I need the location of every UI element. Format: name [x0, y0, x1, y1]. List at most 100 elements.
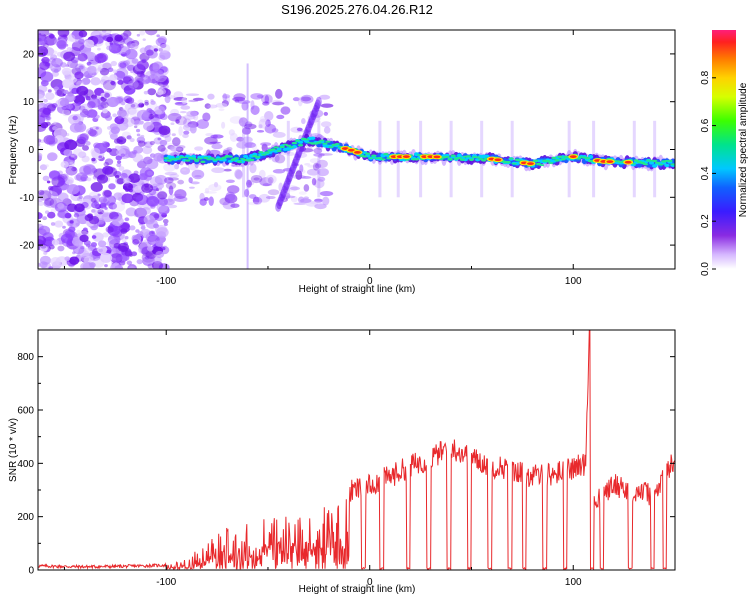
transition-blob: [312, 162, 320, 171]
transition-blob: [320, 103, 334, 108]
ridge-segment: [633, 159, 639, 162]
noise-blob: [47, 153, 57, 162]
noise-blob: [157, 137, 161, 141]
noise-blob: [69, 161, 74, 165]
y-tick-label: -20: [20, 241, 35, 252]
x-tick-label: -100: [156, 577, 176, 588]
noise-blob: [97, 240, 107, 248]
y-tick-label: 0: [28, 566, 34, 577]
noise-blob: [85, 243, 91, 248]
noise-blob: [140, 134, 145, 139]
ridge-segment: [377, 156, 383, 160]
transition-blob: [204, 191, 217, 194]
noise-blob: [135, 194, 149, 206]
ridge-segment: [505, 161, 511, 164]
colorbar-tick-label: 0.2: [700, 214, 711, 228]
ridge-segment: [371, 154, 377, 157]
ridge-segment: [514, 161, 520, 166]
noise-blob: [102, 232, 109, 238]
noise-blob: [109, 133, 118, 140]
transition-blob: [243, 123, 257, 130]
noise-blob: [39, 61, 50, 70]
noise-blob: [51, 71, 59, 77]
noise-blob: [43, 251, 48, 255]
noise-blob: [74, 71, 84, 80]
ridge-segment: [242, 154, 249, 159]
transition-blob: [293, 202, 307, 206]
noise-blob: [138, 173, 148, 181]
figure-title: S196.2025.276.04.26.R12: [281, 2, 433, 17]
ridge-segment: [459, 158, 465, 161]
noise-blob: [51, 239, 60, 246]
noise-blob: [43, 236, 56, 247]
noise-blob: [79, 105, 86, 111]
noise-blob: [68, 256, 80, 265]
noise-blob: [82, 227, 88, 232]
ridge-segment: [264, 151, 270, 154]
transition-blob: [320, 121, 332, 128]
ridge-segment: [255, 155, 261, 159]
transition-blob: [300, 94, 314, 104]
x-tick-label: 0: [367, 577, 373, 588]
noise-blob: [92, 232, 104, 242]
noise-blob: [142, 38, 146, 42]
ridge-segment: [209, 157, 215, 160]
transition-blob: [169, 173, 180, 178]
noise-blob: [137, 140, 146, 147]
noise-blob: [102, 79, 116, 91]
ridge-segment: [285, 144, 291, 147]
transition-blob: [264, 95, 270, 104]
snr-x-ticks: -100 0 100: [63, 330, 676, 588]
transition-blob: [311, 177, 317, 186]
transition-blob: [309, 201, 324, 205]
noise-blob: [139, 30, 146, 36]
noise-blob: [156, 34, 160, 38]
noise-blob: [120, 112, 129, 119]
noise-blob: [157, 78, 169, 88]
noise-blob: [128, 79, 134, 84]
noise-blob: [141, 224, 145, 227]
noise-blob: [124, 103, 133, 110]
ridge-segment: [236, 160, 243, 163]
noise-blob: [81, 77, 91, 85]
transition-blob: [191, 169, 205, 180]
noise-blob: [42, 43, 49, 48]
ridge-segment: [481, 159, 487, 162]
noise-blob: [67, 59, 79, 69]
transition-blob: [304, 162, 311, 166]
spectrogram-x-ticks: -100 0 100: [63, 30, 676, 287]
transition-blob: [243, 188, 250, 198]
snr-y-label: SNR (10 * v/v): [8, 418, 19, 482]
noise-blob: [38, 111, 42, 117]
noise-blob: [134, 207, 148, 219]
transition-blob: [256, 130, 265, 133]
noise-blob: [160, 43, 167, 49]
noise-blob: [69, 167, 74, 172]
snr-panel: -100 0 100 0 200 400 600 800 Height of straigh…: [8, 329, 676, 595]
noise-blob: [57, 209, 69, 219]
transition-blob: [290, 195, 298, 203]
noise-blob: [74, 122, 87, 133]
vertical-streak: [317, 120, 321, 198]
transition-blob: [256, 94, 264, 99]
noise-blob: [68, 226, 76, 233]
noise-blob: [86, 109, 98, 118]
noise-blob: [119, 62, 127, 69]
ridge-segment: [618, 161, 624, 164]
noise-blob: [136, 33, 141, 37]
noise-blob: [92, 34, 105, 45]
ridge-segment: [261, 153, 267, 156]
ridge-segment: [304, 138, 310, 141]
transition-blob: [165, 182, 177, 190]
noise-blob: [38, 85, 48, 93]
noise-blob: [113, 262, 119, 267]
noise-blob: [110, 60, 118, 67]
noise-blob: [117, 79, 124, 85]
noise-blob: [44, 210, 50, 214]
transition-blob: [207, 93, 215, 100]
noise-blob: [44, 197, 57, 209]
noise-blob: [94, 203, 98, 206]
noise-blob: [38, 35, 47, 46]
ridge-segment: [270, 148, 276, 151]
